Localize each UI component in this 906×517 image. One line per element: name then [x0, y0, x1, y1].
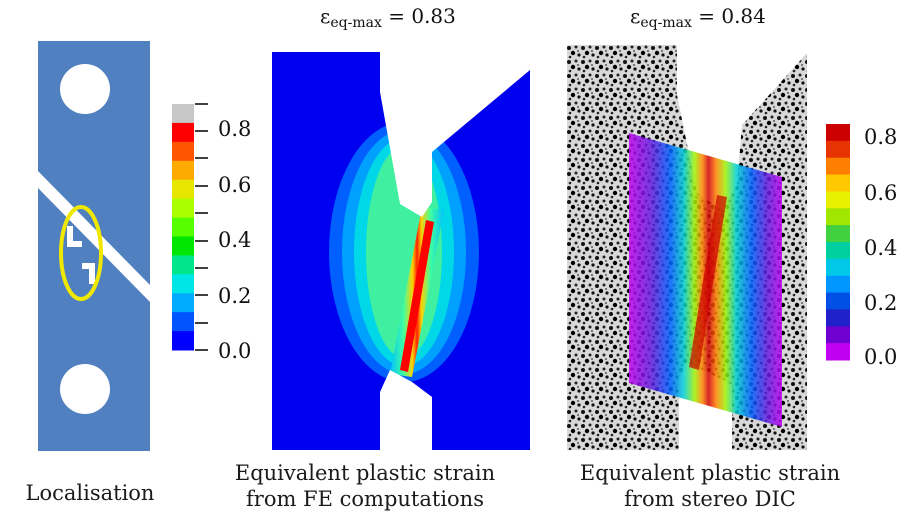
dic-colorbar-cell	[826, 258, 850, 277]
fe-tick-0.0: 0.0	[218, 339, 252, 363]
dic-colorbar-cell	[826, 309, 850, 327]
dic-strain-field	[567, 45, 807, 450]
fe-tick-0.2: 0.2	[218, 284, 252, 308]
dic-tick-0.2: 0.2	[864, 291, 898, 315]
caption-dic-line2: from stereo DIC	[624, 487, 796, 512]
fe-colorbar-cell	[172, 331, 194, 351]
fe-colorbar-cell	[172, 104, 194, 124]
caption-dic-line1: Equivalent plastic strain	[579, 461, 841, 485]
dic-colorbar-cell	[826, 292, 850, 310]
notch-mark-bottom	[82, 263, 95, 284]
fe-colorbar-cell	[172, 160, 194, 181]
dic-tick-0.4: 0.4	[864, 236, 898, 260]
dic-colorbar-cell	[826, 124, 850, 142]
dic-tick-0.8: 0.8	[864, 125, 898, 149]
caption-localisation: Localisation	[25, 481, 155, 505]
dic-colorbar-cell	[826, 140, 850, 159]
fe-colorbar	[172, 103, 208, 351]
dic-colorbar-cell	[826, 326, 850, 344]
fe-colorbar-cell	[172, 141, 194, 162]
dic-tick-0.0: 0.0	[864, 345, 898, 369]
dic-colorbar-cell	[826, 275, 850, 294]
localisation-highlight-ellipse	[59, 205, 103, 301]
dic-colorbar-cell	[826, 343, 850, 361]
notch-mark-top	[67, 226, 82, 247]
slot-band	[38, 171, 150, 302]
fe-colorbar-cell	[172, 179, 194, 200]
fe-bottom-notch	[380, 370, 432, 450]
fe-colorbar-cell	[172, 217, 194, 237]
fe-colorbar-cell	[172, 312, 194, 332]
dic-colorbar-cell	[826, 242, 850, 260]
fe-colorbar-cell	[172, 274, 194, 294]
fe-max-strain-title: εeq-max = 0.83	[320, 4, 456, 31]
dic-colorbar-cell	[826, 225, 850, 243]
fe-top-notch	[380, 52, 530, 217]
bottom-hole	[60, 364, 110, 414]
dic-max-strain-title: εeq-max = 0.84	[630, 4, 766, 31]
fe-colorbar-cell	[172, 198, 194, 219]
caption-fe-line1: Equivalent plastic strain	[234, 461, 496, 485]
fe-strain-field	[272, 52, 530, 450]
fe-strain-peak	[400, 220, 434, 372]
dic-colorbar-cell	[826, 174, 850, 192]
fe-tick-0.8: 0.8	[218, 117, 252, 141]
dic-colorbar	[826, 124, 850, 361]
fe-colorbar-cell	[172, 293, 194, 313]
localisation-specimen	[38, 41, 150, 451]
caption-fe-line2: from FE computations	[246, 487, 484, 512]
caption-fe: Equivalent plastic strain from FE comput…	[200, 460, 530, 513]
fe-tick-0.4: 0.4	[218, 228, 252, 252]
dic-colorbar-cell	[826, 157, 850, 176]
dic-colorbar-cell	[826, 208, 850, 226]
dic-strain-peak	[689, 195, 727, 370]
fe-colorbar-cell	[172, 255, 194, 275]
caption-dic: Equivalent plastic strain from stereo DI…	[545, 460, 875, 513]
dic-colorbar-cell	[826, 191, 850, 209]
top-hole	[60, 64, 110, 114]
fe-tick-0.6: 0.6	[218, 173, 252, 197]
fe-colorbar-cell	[172, 122, 194, 143]
fe-colorbar-cell	[172, 236, 194, 256]
dic-tick-0.6: 0.6	[864, 181, 898, 205]
